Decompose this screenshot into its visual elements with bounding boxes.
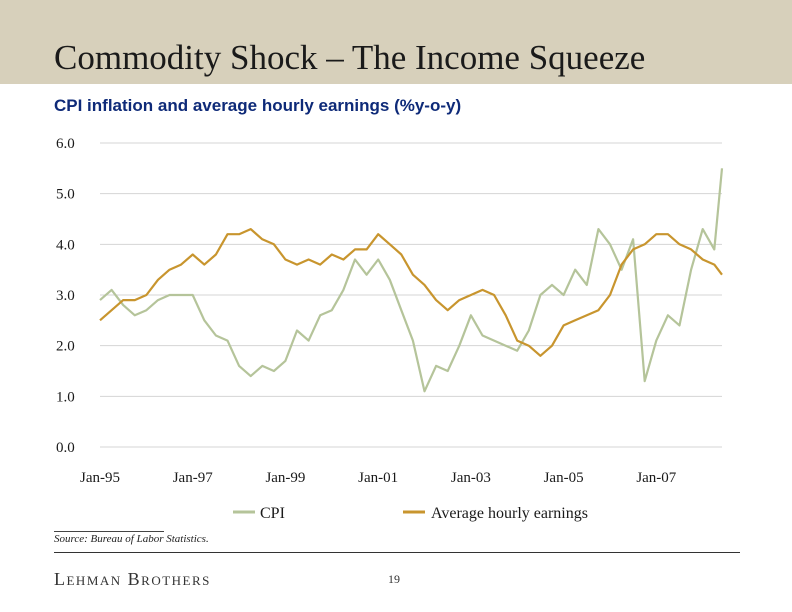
footer-divider	[54, 552, 740, 553]
series-lines	[99, 168, 724, 393]
gridlines	[100, 142, 722, 448]
legend: CPI Average hourly earnings	[233, 505, 588, 522]
legend-label-earnings: Average hourly earnings	[431, 505, 588, 522]
page-number: 19	[388, 572, 400, 586]
brand-logo: Lehman Brothers	[54, 569, 211, 589]
cpi-line	[99, 168, 724, 393]
title-bar: Commodity Shock – The Income Squeeze	[0, 0, 792, 84]
x-tick-label: Jan-03	[451, 470, 491, 486]
y-axis-ticks: 0.0 1.0 2.0 3.0 4.0 5.0 6.0	[56, 136, 75, 456]
y-tick-label: 0.0	[56, 440, 75, 456]
y-tick-label: 6.0	[56, 136, 75, 152]
x-tick-label: Jan-01	[358, 470, 398, 486]
legend-label-cpi: CPI	[260, 505, 285, 522]
source-note: Source: Bureau of Labor Statistics.	[54, 533, 209, 545]
slide-title: Commodity Shock – The Income Squeeze	[54, 38, 646, 77]
y-tick-label: 4.0	[56, 237, 75, 253]
earnings-line	[99, 228, 723, 357]
x-tick-label: Jan-05	[544, 470, 584, 486]
x-axis-ticks: Jan-95 Jan-97 Jan-99 Jan-01 Jan-03 Jan-05 Jan-…	[80, 470, 677, 486]
source-divider	[54, 531, 164, 532]
chart-subtitle: CPI inflation and average hourly earning…	[54, 96, 462, 115]
y-tick-label: 5.0	[56, 187, 75, 203]
x-tick-label: Jan-95	[80, 470, 120, 486]
x-tick-label: Jan-97	[173, 470, 213, 486]
x-tick-label: Jan-99	[265, 470, 305, 486]
x-tick-label: Jan-07	[636, 470, 676, 486]
y-tick-label: 3.0	[56, 288, 75, 304]
y-tick-label: 2.0	[56, 339, 75, 355]
y-tick-label: 1.0	[56, 389, 75, 405]
